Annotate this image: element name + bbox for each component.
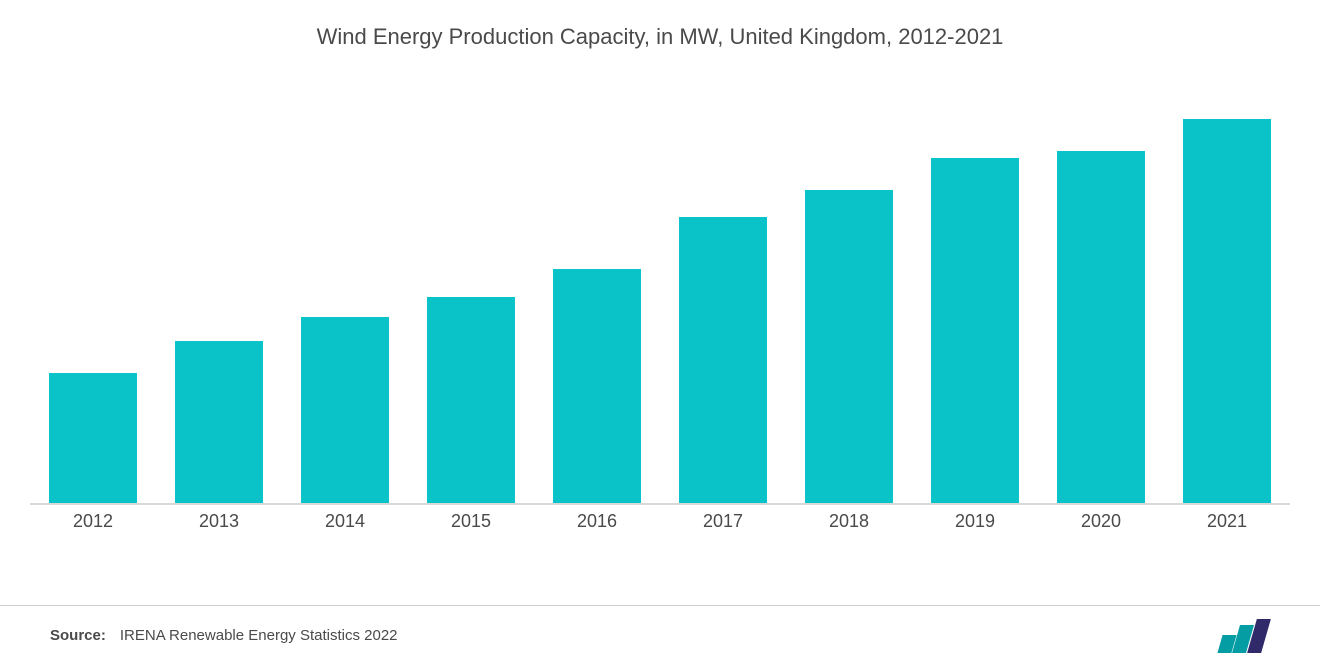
chart-footer: Source: IRENA Renewable Energy Statistic… (0, 605, 1320, 665)
bar-slot (408, 70, 534, 503)
bar (679, 217, 767, 503)
bar-slot (660, 70, 786, 503)
bar-slot (534, 70, 660, 503)
bar-slot (156, 70, 282, 503)
bars-group (30, 70, 1290, 505)
x-axis-label: 2018 (786, 505, 912, 535)
bar-slot (786, 70, 912, 503)
bar (301, 317, 389, 503)
x-axis-label: 2015 (408, 505, 534, 535)
bar (427, 297, 515, 503)
source-block: Source: IRENA Renewable Energy Statistic… (50, 627, 398, 644)
bar-slot (1164, 70, 1290, 503)
x-axis-labels: 2012201320142015201620172018201920202021 (30, 505, 1290, 535)
x-axis-label: 2012 (30, 505, 156, 535)
plot-area: 2012201320142015201620172018201920202021 (30, 70, 1290, 535)
x-axis-label: 2013 (156, 505, 282, 535)
source-label: Source: (50, 627, 106, 644)
x-axis-label: 2017 (660, 505, 786, 535)
x-axis-label: 2020 (1038, 505, 1164, 535)
x-axis-label: 2019 (912, 505, 1038, 535)
bar (805, 190, 893, 503)
chart-container: Wind Energy Production Capacity, in MW, … (0, 0, 1320, 665)
x-axis-label: 2014 (282, 505, 408, 535)
chart-title: Wind Energy Production Capacity, in MW, … (0, 0, 1320, 58)
bar-slot (912, 70, 1038, 503)
source-text: IRENA Renewable Energy Statistics 2022 (120, 627, 398, 644)
bar (175, 341, 263, 503)
x-axis-label: 2021 (1164, 505, 1290, 535)
bar (1057, 151, 1145, 503)
bar (553, 269, 641, 503)
bar (49, 373, 137, 503)
bar (931, 158, 1019, 503)
bar-slot (30, 70, 156, 503)
bar (1183, 119, 1271, 503)
bar-slot (282, 70, 408, 503)
x-axis-label: 2016 (534, 505, 660, 535)
mordor-logo (1220, 619, 1270, 653)
bar-slot (1038, 70, 1164, 503)
